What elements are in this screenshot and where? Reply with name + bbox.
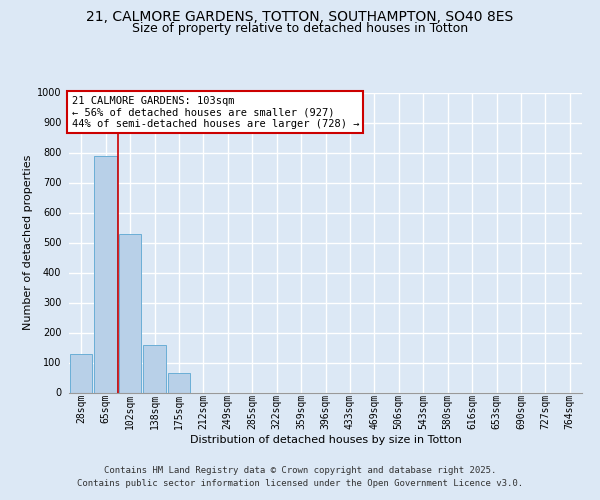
Text: 21, CALMORE GARDENS, TOTTON, SOUTHAMPTON, SO40 8ES: 21, CALMORE GARDENS, TOTTON, SOUTHAMPTON… bbox=[86, 10, 514, 24]
Bar bbox=[143, 344, 166, 393]
Text: Size of property relative to detached houses in Totton: Size of property relative to detached ho… bbox=[132, 22, 468, 35]
Text: Contains HM Land Registry data © Crown copyright and database right 2025.: Contains HM Land Registry data © Crown c… bbox=[104, 466, 496, 475]
Bar bbox=[70, 354, 92, 393]
Bar bbox=[94, 156, 117, 392]
Text: 21 CALMORE GARDENS: 103sqm
← 56% of detached houses are smaller (927)
44% of sem: 21 CALMORE GARDENS: 103sqm ← 56% of deta… bbox=[71, 96, 359, 128]
X-axis label: Distribution of detached houses by size in Totton: Distribution of detached houses by size … bbox=[190, 434, 461, 444]
Text: Contains public sector information licensed under the Open Government Licence v3: Contains public sector information licen… bbox=[77, 478, 523, 488]
Bar bbox=[119, 234, 142, 392]
Bar bbox=[167, 373, 190, 392]
Y-axis label: Number of detached properties: Number of detached properties bbox=[23, 155, 32, 330]
